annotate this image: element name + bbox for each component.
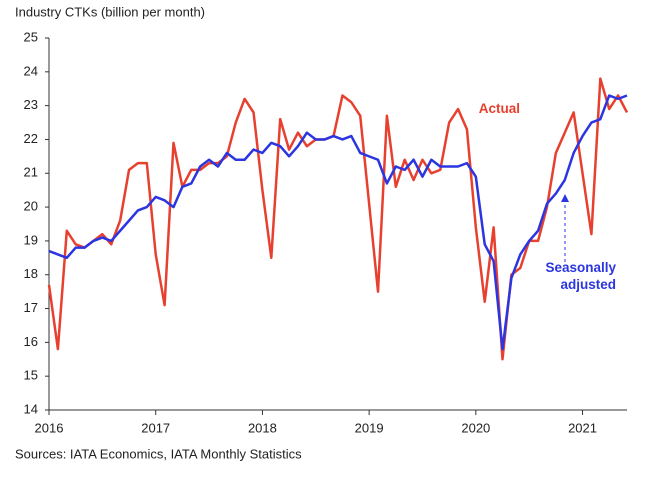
y-tick-label: 22 (24, 131, 38, 146)
y-tick-label: 25 (24, 29, 38, 44)
x-tick-label: 2019 (355, 420, 384, 435)
x-tick-label: 2020 (461, 420, 490, 435)
y-axis-label: Industry CTKs (billion per month) (15, 4, 205, 19)
y-tick-label: 24 (24, 63, 38, 78)
x-tick-label: 2016 (35, 420, 64, 435)
x-tick-label: 2021 (568, 420, 597, 435)
y-tick-label: 14 (24, 401, 38, 416)
source: Sources: IATA Economics, IATA Monthly St… (15, 446, 302, 461)
series-line (47, 77, 629, 361)
y-tick-label: 23 (24, 97, 38, 112)
arrow-head (561, 194, 569, 202)
y-tick-label: 21 (24, 165, 38, 180)
y-tick-label: 18 (24, 266, 38, 281)
series-line (48, 94, 628, 351)
y-tick-label: 19 (24, 232, 38, 247)
series-label: Actual (478, 101, 520, 116)
x-tick-label: 2017 (141, 420, 170, 435)
series-label: Seasonally adjusted (545, 260, 616, 292)
x-tick-label: 2018 (248, 420, 277, 435)
y-tick-label: 16 (24, 334, 38, 349)
y-tick-label: 17 (24, 300, 38, 315)
y-tick-label: 20 (24, 199, 38, 214)
y-tick-label: 15 (24, 368, 38, 383)
